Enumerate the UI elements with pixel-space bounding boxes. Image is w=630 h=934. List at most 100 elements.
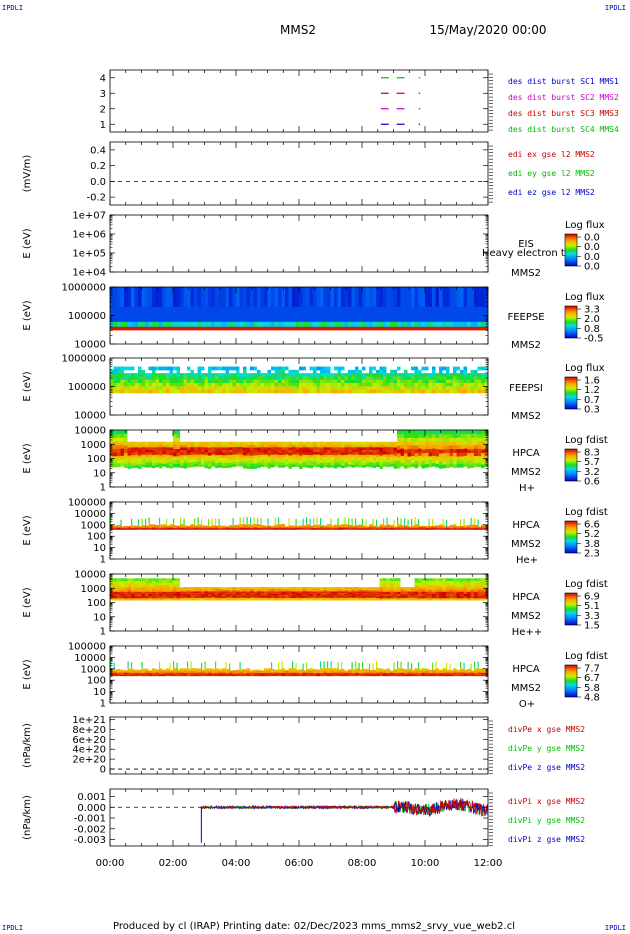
- spectrogram-cell: [372, 454, 376, 458]
- spectrogram-cell: [463, 518, 465, 526]
- spectrogram-cell: [267, 457, 271, 461]
- spectrogram-cell: [295, 461, 299, 465]
- spectrogram-cell: [131, 586, 135, 590]
- spectrogram-cell: [400, 458, 404, 464]
- spectrogram-cell: [432, 451, 436, 456]
- spectrogram-cell: [113, 437, 117, 442]
- spectrogram-cell: [292, 592, 296, 595]
- spectrogram-cell: [362, 382, 366, 387]
- spectrogram-cell: [320, 389, 324, 394]
- spectrogram-cell: [456, 430, 460, 435]
- spectrogram-cell: [246, 389, 250, 394]
- spectrogram-cell: [320, 321, 324, 327]
- spectrogram-cell: [484, 287, 488, 307]
- spectrogram-cell: [159, 517, 161, 525]
- spectrogram-cell: [190, 525, 194, 527]
- spectrogram-cell: [155, 366, 159, 371]
- spectrogram-cell: [334, 524, 338, 526]
- spectrogram-cell: [369, 446, 373, 450]
- spectrogram-cell: [218, 386, 222, 391]
- spectrogram-cell: [124, 591, 128, 594]
- spectrogram-cell: [467, 445, 471, 450]
- spectrogram-cell: [470, 389, 474, 394]
- spectrogram-cell: [267, 382, 271, 387]
- spectrogram-cell: [383, 441, 387, 445]
- spectrogram-cell: [180, 444, 184, 448]
- spectrogram-cell: [425, 452, 429, 457]
- spectrogram-cell: [334, 441, 338, 445]
- spectrogram-cell: [481, 441, 485, 446]
- spectrogram-cell: [239, 444, 243, 448]
- spectrogram-cell: [439, 527, 443, 529]
- spectrogram-cell: [187, 464, 191, 468]
- spectrogram-cell: [393, 593, 397, 597]
- spectrogram-cell: [323, 454, 327, 458]
- spectrogram-cell: [211, 386, 215, 391]
- spectrogram-cell: [173, 433, 177, 438]
- spectrogram-cell: [316, 382, 320, 387]
- spectrogram-cell: [463, 455, 467, 460]
- spectrogram-cell: [316, 389, 320, 394]
- spectrogram-cell: [302, 597, 306, 600]
- spectrogram-cell: [337, 596, 341, 598]
- spectrogram-cell: [474, 451, 478, 457]
- spectrogram-cell: [159, 287, 163, 307]
- spectrogram-cell: [463, 525, 467, 527]
- spectrogram-cell: [194, 456, 198, 460]
- spectrogram-cell: [316, 321, 320, 327]
- spectrogram-cell: [285, 456, 289, 460]
- spectrogram-cell: [225, 526, 229, 528]
- colorbar-label: 0.0: [584, 242, 600, 253]
- spectrogram-cell: [190, 593, 194, 596]
- spectrogram-cell: [222, 446, 226, 451]
- spectrogram-cell: [232, 386, 236, 391]
- spectrogram-cell: [173, 386, 177, 391]
- spectrogram-cell: [281, 451, 285, 455]
- spectrogram-cell: [176, 382, 180, 387]
- spectrogram-cell: [439, 456, 443, 462]
- spectrogram-cell: [173, 452, 177, 457]
- spectrogram-cell: [365, 449, 369, 453]
- spectrogram-cell: [183, 389, 187, 394]
- spectrogram-cell: [215, 457, 219, 461]
- spectrogram-cell: [351, 389, 355, 394]
- spectrogram-cell: [190, 527, 194, 529]
- spectrogram-cell: [239, 373, 243, 377]
- spectrogram-cell: [138, 321, 142, 327]
- spectrogram-cell: [344, 598, 348, 601]
- spectrogram-cell: [243, 452, 247, 456]
- legend-entry: des dist burst SC2 MMS2: [508, 93, 619, 102]
- spectrogram-cell: [131, 366, 135, 371]
- y-tick-label: 10: [93, 543, 106, 554]
- spectrogram-cell: [411, 440, 415, 446]
- spectrogram-cell: [138, 519, 140, 527]
- spectrogram-cell: [229, 389, 233, 394]
- spectrogram-cell: [348, 444, 352, 448]
- spectrogram-cell: [372, 594, 376, 597]
- spectrogram-cell: [411, 593, 415, 596]
- spectrogram-cell: [229, 321, 233, 327]
- spectrogram-cell: [166, 578, 170, 581]
- spectrogram-cell: [337, 386, 341, 391]
- spectrogram-cell: [162, 593, 166, 597]
- spectrogram-cell: [302, 596, 306, 598]
- spectrogram-cell: [355, 461, 359, 465]
- spectrogram-cell: [421, 386, 425, 391]
- spectrogram-cell: [173, 597, 177, 601]
- spectrogram-cell: [369, 598, 373, 601]
- spectrogram-cell: [288, 389, 292, 394]
- spectrogram-cell: [267, 594, 271, 597]
- spectrogram-cell: [376, 287, 380, 307]
- spectrogram-cell: [285, 592, 289, 595]
- spectrogram-cell: [334, 366, 338, 371]
- spectrogram-cell: [134, 373, 138, 377]
- spectrogram-cell: [225, 376, 229, 381]
- spectrogram-cell: [442, 386, 446, 391]
- spectrogram-cell: [348, 456, 352, 460]
- spectrogram-cell: [306, 462, 310, 466]
- spectrogram-cell: [243, 598, 247, 601]
- spectrogram-cell: [372, 373, 376, 377]
- spectrogram-cell: [341, 321, 345, 327]
- spectrogram-cell: [484, 386, 488, 391]
- spectrogram-cell: [131, 525, 135, 527]
